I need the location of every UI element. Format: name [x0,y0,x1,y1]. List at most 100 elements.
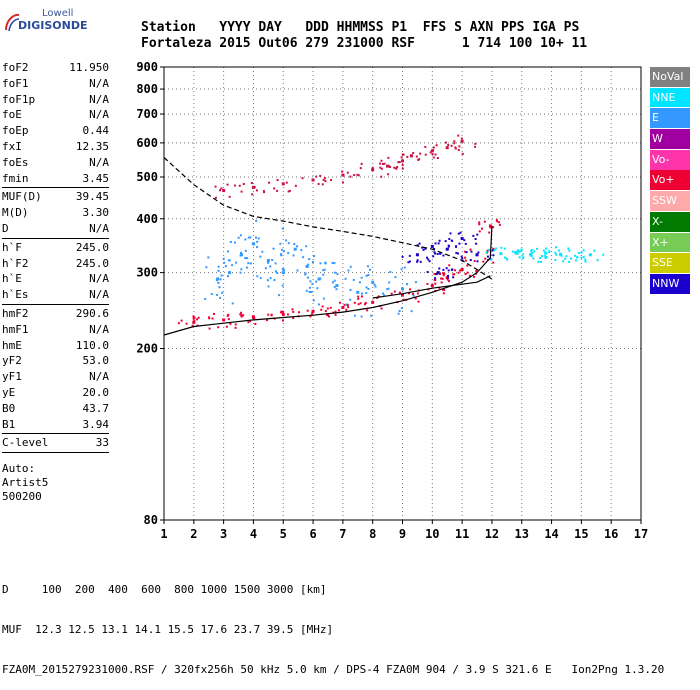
data-point [311,311,314,314]
data-point [219,278,222,281]
param-value: 12.35 [75,139,109,153]
data-point [522,253,525,256]
data-point [312,299,315,302]
data-point [220,274,223,277]
data-point [308,258,311,261]
data-point [484,257,487,260]
data-point [387,173,390,176]
data-point [251,193,254,196]
data-point [197,316,200,319]
data-point [253,317,256,320]
data-point [434,153,437,156]
data-point [447,274,450,277]
data-point [530,249,533,252]
series-4 [485,246,605,263]
data-point [432,255,435,258]
data-point [568,249,571,252]
data-point [453,140,456,143]
data-point [336,273,339,276]
data-point [401,293,404,297]
data-point [293,247,297,251]
data-point [217,326,220,329]
data-point [470,250,473,253]
data-point [311,261,314,264]
data-point [408,292,411,295]
data-point [398,161,401,164]
data-point [544,251,548,255]
data-point [588,253,592,257]
data-point [442,272,445,275]
param-value: N/A [89,370,109,384]
data-point [306,309,309,312]
data-point [302,256,305,259]
data-point [432,149,435,152]
data-point [442,254,445,257]
data-point [464,259,467,262]
data-point [324,310,327,313]
data-point [383,162,386,165]
data-point [379,166,382,169]
data-point [363,303,366,306]
param-value: N/A [89,155,109,169]
data-point [192,315,195,318]
data-point [244,257,247,260]
data-point [402,298,405,301]
data-point [486,249,489,252]
data-point [466,264,469,267]
data-point [564,257,567,260]
y-tick-label: 200 [136,342,158,356]
data-point [416,260,419,263]
data-point [251,315,255,319]
param-name: foF1 [2,76,29,90]
data-point [435,273,438,276]
data-point [415,253,419,257]
data-point [503,256,506,259]
data-point [310,290,313,293]
data-point [250,182,253,185]
data-point [464,242,467,245]
data-point [453,142,456,145]
data-point [488,231,491,234]
x-tick-label: 5 [280,527,287,541]
data-point [458,242,461,245]
data-point [451,239,454,242]
data-point [286,313,289,316]
data-point [233,241,236,244]
param-row-he: h`E N/A [2,271,109,287]
data-point [457,232,460,235]
header-values: Fortaleza 2015 Out06 279 231000 RSF 1 71… [141,36,588,51]
data-point [514,251,518,255]
x-tick-label: 15 [574,527,588,541]
data-point [430,244,434,248]
data-point [214,185,217,188]
data-point [419,260,422,263]
data-point [330,179,333,182]
param-value: 11.950 [69,61,109,74]
data-point [285,181,288,184]
data-point [412,294,415,297]
data-point [450,268,453,271]
data-point [347,269,350,272]
digisonde-logo: Lowell DIGISONDE [4,8,87,36]
data-point [223,261,226,264]
param-name: D [2,221,9,235]
data-point [248,320,251,323]
data-point [218,286,221,289]
param-row-b0: B0 43.7 [2,401,109,417]
data-point [294,184,297,187]
data-point [344,277,347,280]
data-point [435,144,438,147]
data-point [530,252,533,255]
data-point [409,288,412,291]
data-point [357,295,360,298]
data-point [267,313,270,316]
param-value: 39.45 [75,190,109,204]
data-point [333,262,336,265]
data-point [426,270,429,273]
data-point [341,181,344,184]
x-tick-label: 10 [425,527,439,541]
data-point [371,168,375,172]
data-point [307,263,310,266]
data-point [485,251,488,254]
data-point [489,257,492,260]
